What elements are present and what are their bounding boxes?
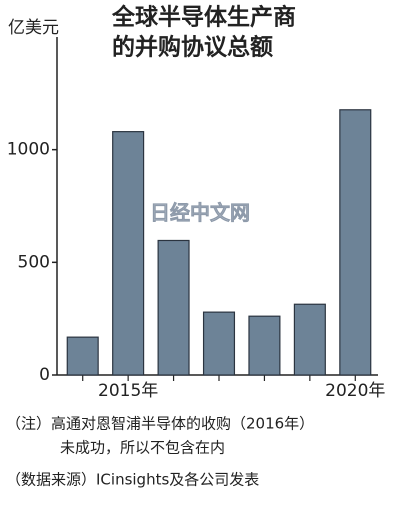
y-tick-label: 1000	[7, 140, 50, 160]
unit-label: 亿美元	[8, 18, 59, 38]
bar	[157, 239, 190, 376]
watermark: 日经中文网	[150, 201, 250, 225]
note: 未成功，所以不包含在内	[60, 439, 225, 457]
note: （数据来源）ICinsights及各公司发表	[6, 471, 259, 489]
bar	[112, 131, 145, 376]
bar	[248, 315, 281, 376]
x-tick-label: 2020年	[325, 381, 385, 401]
bar	[66, 336, 99, 376]
x-tick-label: 2015年	[98, 381, 158, 401]
bar	[339, 109, 372, 376]
bar	[202, 311, 236, 376]
note: （注）高通对恩智浦半导体的收购（2016年）	[6, 415, 314, 433]
bar	[293, 303, 326, 376]
chart-title: 的并购协议总额	[112, 34, 273, 61]
chart-title: 全球半导体生产商	[111, 4, 296, 31]
y-tick-label: 500	[18, 252, 50, 272]
y-tick-label: 0	[39, 365, 50, 385]
